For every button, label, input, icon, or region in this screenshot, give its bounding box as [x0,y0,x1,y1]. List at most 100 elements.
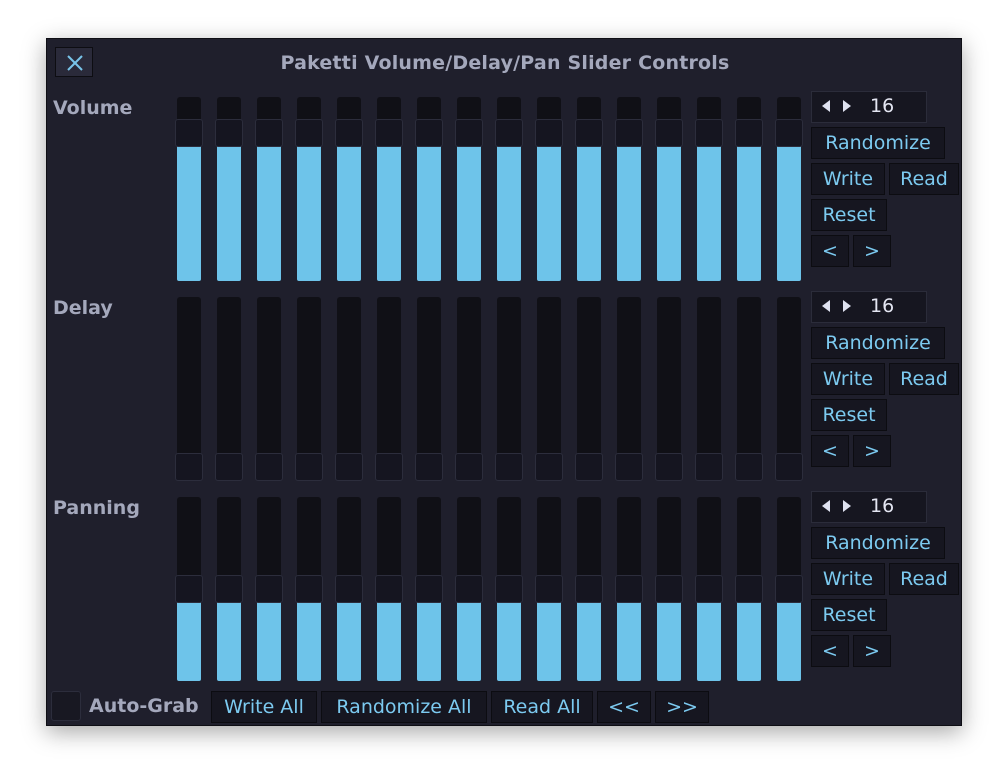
volume-slider-thumb[interactable] [295,119,323,147]
panning-slider-thumb[interactable] [295,575,323,603]
delay-slider-6[interactable] [375,297,403,481]
delay-slider-5[interactable] [335,297,363,481]
delay-slider-11[interactable] [575,297,603,481]
panning-slider-2[interactable] [215,497,243,681]
volume-slider-1[interactable] [175,97,203,281]
delay-slider-4[interactable] [295,297,323,481]
volume-slider-thumb[interactable] [455,119,483,147]
panning-slider-thumb[interactable] [215,575,243,603]
panning-slider-thumb[interactable] [175,575,203,603]
panning-slider-12[interactable] [615,497,643,681]
delay-slider-thumb[interactable] [255,453,283,481]
volume-slider-thumb[interactable] [615,119,643,147]
panning-slider-16[interactable] [775,497,803,681]
volume-slider-thumb[interactable] [775,119,803,147]
decrement-arrow-icon[interactable] [822,300,830,312]
volume-slider-2[interactable] [215,97,243,281]
delay-prev-button[interactable]: < [811,435,849,467]
volume-slider-9[interactable] [495,97,523,281]
panning-slider-thumb[interactable] [255,575,283,603]
delay-slider-thumb[interactable] [535,453,563,481]
panning-slider-thumb[interactable] [735,575,763,603]
read-all-button[interactable]: Read All [491,691,593,723]
panning-prev-button[interactable]: < [811,635,849,667]
panning-slider-thumb[interactable] [695,575,723,603]
volume-slider-thumb[interactable] [655,119,683,147]
volume-randomize-button[interactable]: Randomize [811,127,945,159]
volume-slider-4[interactable] [295,97,323,281]
delay-slider-thumb[interactable] [615,453,643,481]
volume-slider-6[interactable] [375,97,403,281]
panning-slider-thumb[interactable] [575,575,603,603]
delay-write-button[interactable]: Write [811,363,885,395]
delay-slider-thumb[interactable] [695,453,723,481]
delay-slider-thumb[interactable] [735,453,763,481]
volume-slider-thumb[interactable] [575,119,603,147]
delay-slider-7[interactable] [415,297,443,481]
delay-slider-2[interactable] [215,297,243,481]
volume-slider-12[interactable] [615,97,643,281]
delay-slider-8[interactable] [455,297,483,481]
volume-slider-thumb[interactable] [415,119,443,147]
volume-slider-3[interactable] [255,97,283,281]
delay-slider-3[interactable] [255,297,283,481]
volume-read-button[interactable]: Read [889,163,959,195]
increment-arrow-icon[interactable] [843,300,851,312]
panning-reset-button[interactable]: Reset [811,599,887,631]
volume-slider-thumb[interactable] [495,119,523,147]
volume-reset-button[interactable]: Reset [811,199,887,231]
auto-grab-checkbox[interactable] [51,691,81,721]
delay-slider-16[interactable] [775,297,803,481]
delay-slider-thumb[interactable] [215,453,243,481]
delay-slider-9[interactable] [495,297,523,481]
delay-slider-12[interactable] [615,297,643,481]
volume-slider-11[interactable] [575,97,603,281]
delay-slider-thumb[interactable] [375,453,403,481]
decrement-arrow-icon[interactable] [822,500,830,512]
volume-slider-8[interactable] [455,97,483,281]
delay-slider-thumb[interactable] [775,453,803,481]
increment-arrow-icon[interactable] [843,500,851,512]
decrement-arrow-icon[interactable] [822,100,830,112]
delay-slider-15[interactable] [735,297,763,481]
delay-slider-thumb[interactable] [495,453,523,481]
volume-slider-thumb[interactable] [335,119,363,147]
delay-slider-thumb[interactable] [335,453,363,481]
delay-slider-thumb[interactable] [455,453,483,481]
delay-randomize-button[interactable]: Randomize [811,327,945,359]
panning-slider-5[interactable] [335,497,363,681]
delay-read-button[interactable]: Read [889,363,959,395]
delay-next-button[interactable]: > [853,435,891,467]
panning-slider-thumb[interactable] [615,575,643,603]
panning-slider-thumb[interactable] [335,575,363,603]
panning-slider-thumb[interactable] [415,575,443,603]
panning-slider-thumb[interactable] [775,575,803,603]
volume-slider-14[interactable] [695,97,723,281]
volume-slider-thumb[interactable] [695,119,723,147]
delay-slider-1[interactable] [175,297,203,481]
panning-slider-4[interactable] [295,497,323,681]
close-button[interactable] [55,47,93,77]
volume-slider-thumb[interactable] [735,119,763,147]
panning-slider-thumb[interactable] [535,575,563,603]
panning-slider-10[interactable] [535,497,563,681]
panning-count-valuebox[interactable]: 16 [811,491,927,523]
delay-slider-thumb[interactable] [655,453,683,481]
volume-slider-13[interactable] [655,97,683,281]
delay-slider-thumb[interactable] [175,453,203,481]
volume-slider-7[interactable] [415,97,443,281]
delay-slider-13[interactable] [655,297,683,481]
panning-slider-3[interactable] [255,497,283,681]
delay-slider-10[interactable] [535,297,563,481]
volume-slider-thumb[interactable] [535,119,563,147]
panning-randomize-button[interactable]: Randomize [811,527,945,559]
randomize-all-button[interactable]: Randomize All [321,691,487,723]
panning-slider-1[interactable] [175,497,203,681]
delay-reset-button[interactable]: Reset [811,399,887,431]
delay-slider-thumb[interactable] [295,453,323,481]
delay-slider-14[interactable] [695,297,723,481]
volume-slider-thumb[interactable] [215,119,243,147]
volume-slider-thumb[interactable] [255,119,283,147]
panning-slider-6[interactable] [375,497,403,681]
panning-next-button[interactable]: > [853,635,891,667]
